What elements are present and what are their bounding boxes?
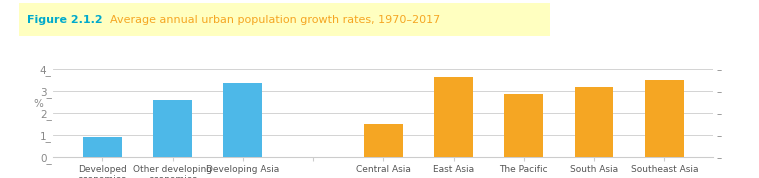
Y-axis label: %: % [33,99,43,109]
Bar [434,77,473,157]
Text: Figure 2.1.2: Figure 2.1.2 [27,15,102,25]
Bar [83,137,121,157]
Bar [153,100,192,157]
FancyBboxPatch shape [19,3,550,36]
Bar [645,80,684,157]
Bar [575,87,613,157]
Text: Average annual urban population growth rates, 1970–2017: Average annual urban population growth r… [110,15,440,25]
Bar [364,124,402,157]
Bar [505,94,543,157]
Bar [223,83,262,157]
